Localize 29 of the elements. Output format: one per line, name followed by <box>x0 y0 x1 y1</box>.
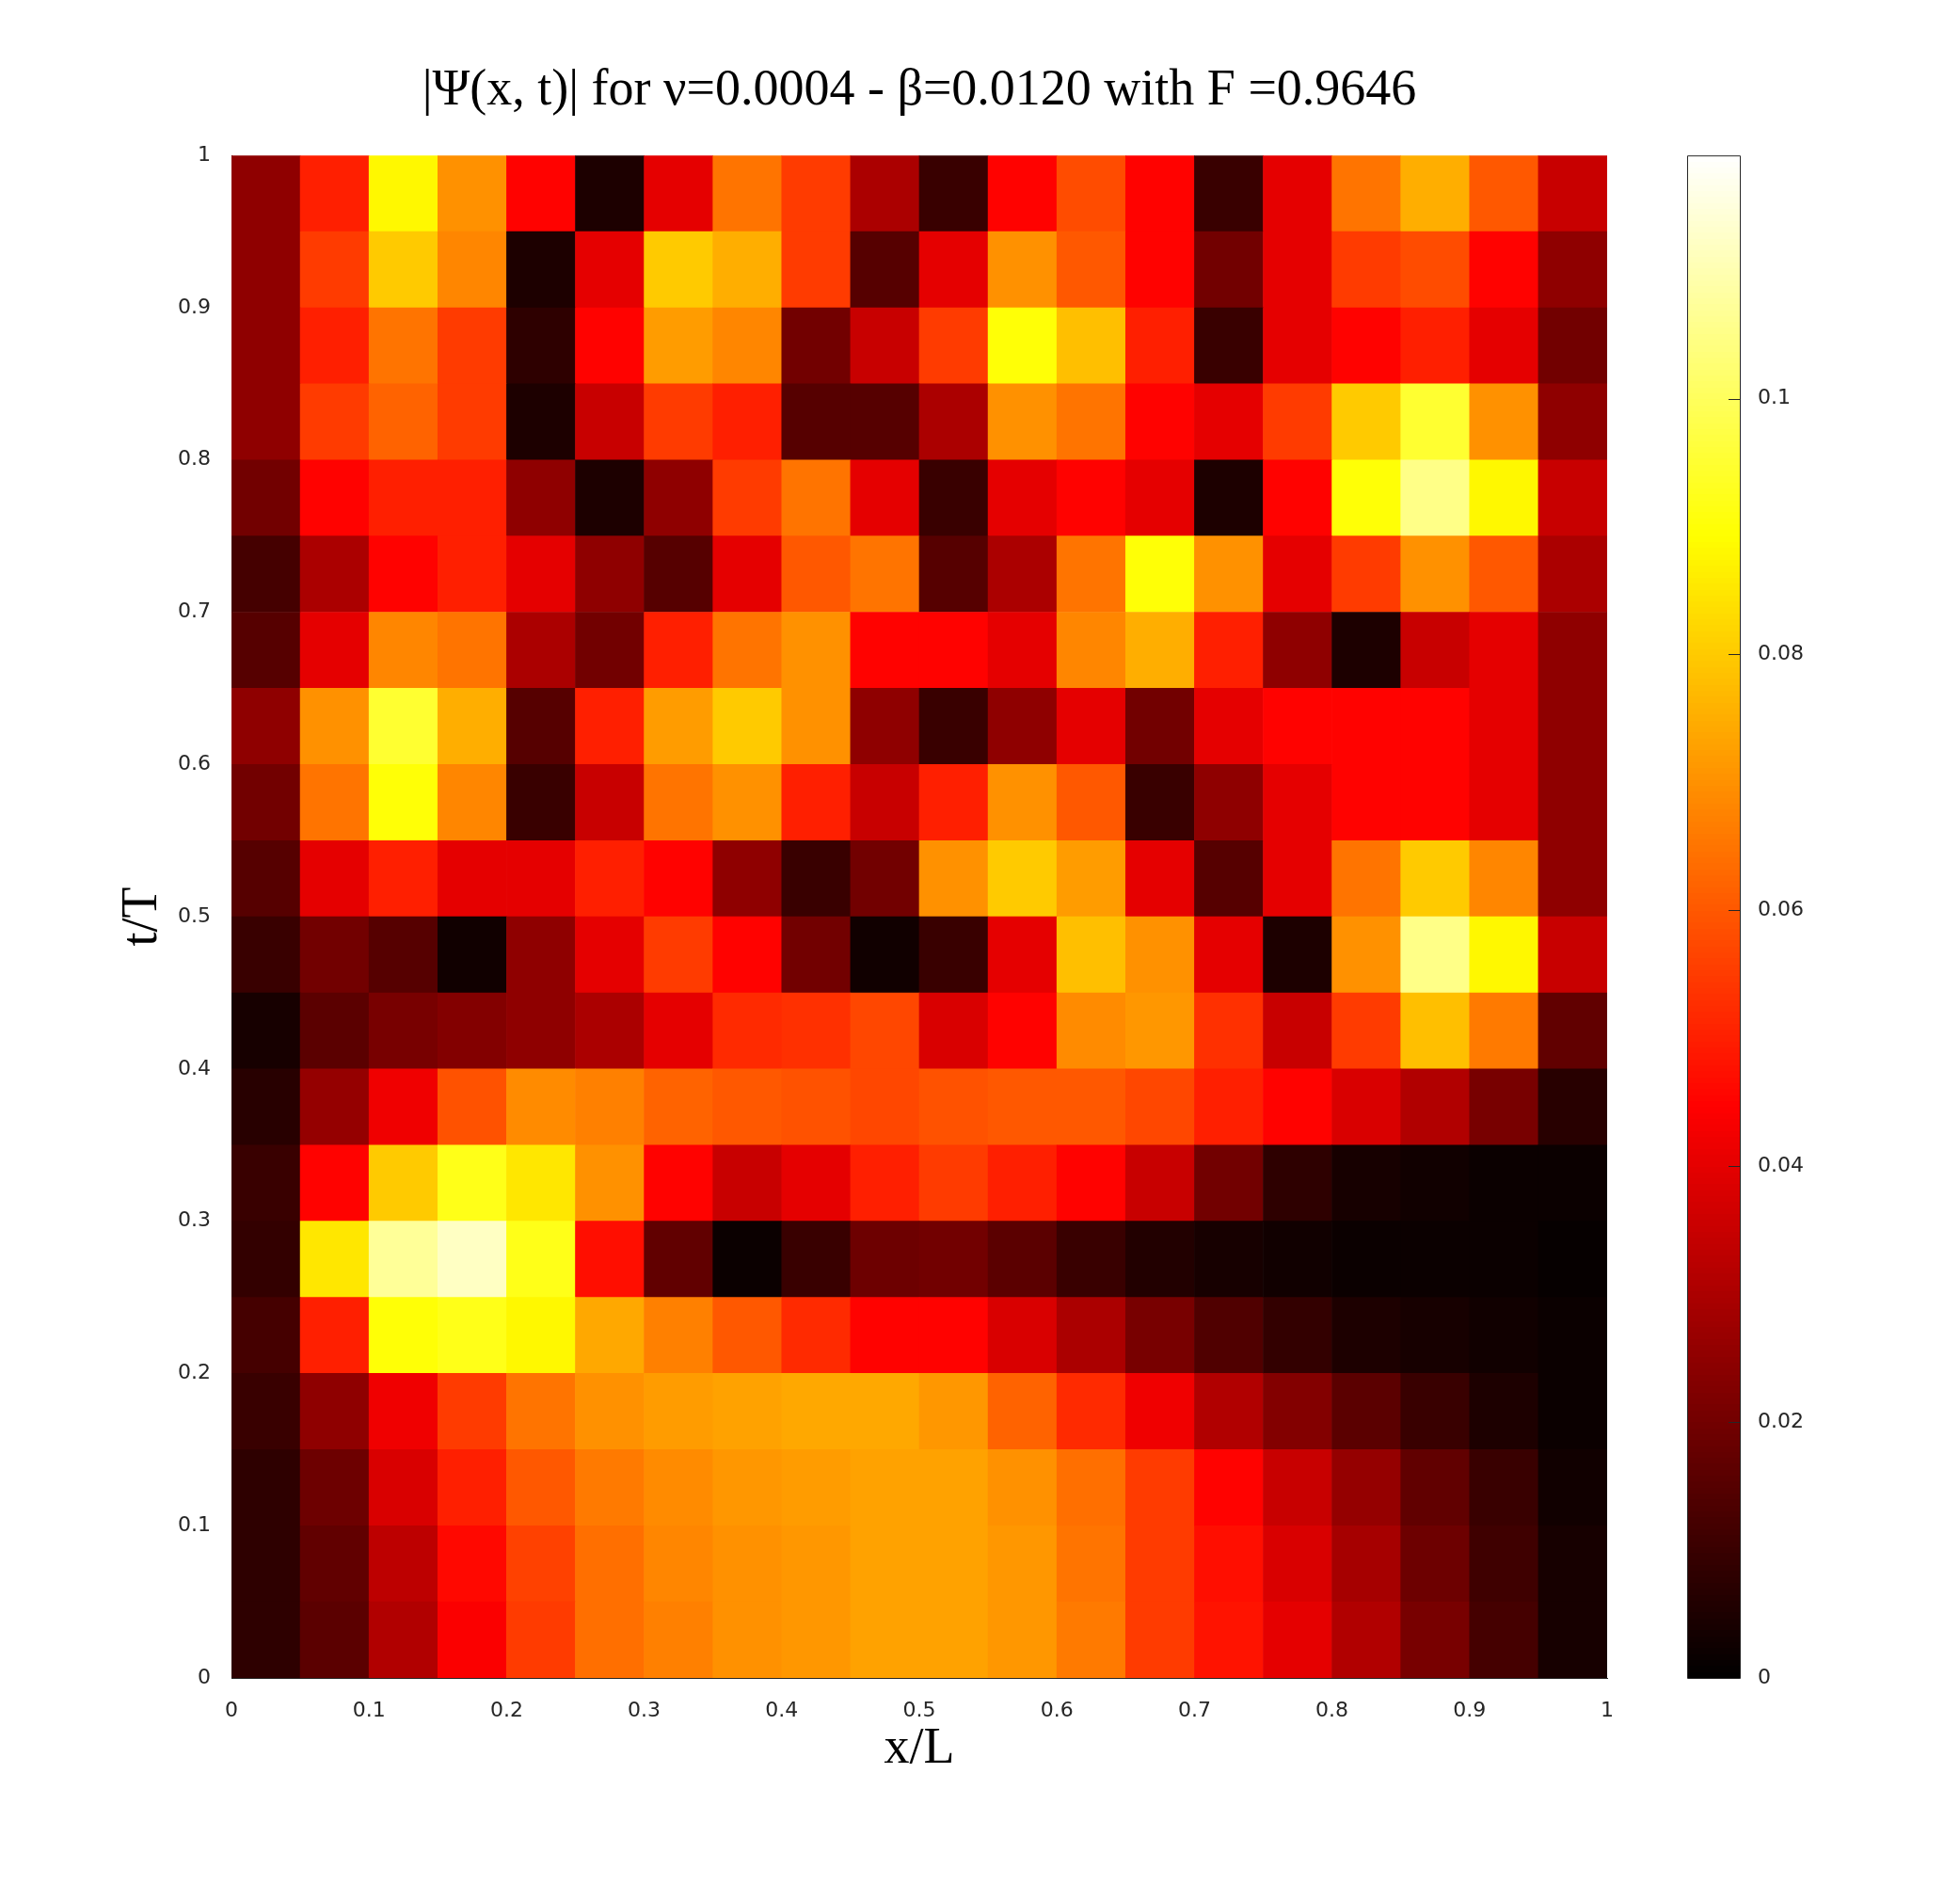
color-bar-label: 0.02 <box>1758 1408 1804 1432</box>
x-tick-label: 0.2 <box>489 1697 523 1721</box>
color-bar-label: 0.08 <box>1758 641 1804 665</box>
y-tick-label: 0.2 <box>178 1360 211 1384</box>
y-tick-label: 0.3 <box>178 1207 211 1232</box>
x-tick-label: 0.3 <box>628 1697 661 1721</box>
x-tick-label: 0.4 <box>765 1697 799 1721</box>
x-tick-label: 0.6 <box>1040 1697 1074 1721</box>
x-tick-label: 0.7 <box>1177 1697 1211 1721</box>
x-tick-label: 0 <box>225 1697 238 1721</box>
color-bar-label: 0.1 <box>1758 385 1791 409</box>
y-axis-title: t/T <box>110 887 167 947</box>
color-bar-label: 0 <box>1758 1664 1771 1688</box>
x-tick-label: 0.8 <box>1315 1697 1349 1721</box>
y-tick-label: 0.6 <box>178 751 211 775</box>
y-tick-label: 0.1 <box>178 1511 211 1536</box>
x-tick-label: 0.9 <box>1453 1697 1487 1721</box>
y-tick-label: 1 <box>198 141 211 166</box>
y-tick-label: 0.8 <box>178 446 211 471</box>
x-tick-label: 0.1 <box>352 1697 386 1721</box>
y-tick-label: 0.4 <box>178 1055 211 1079</box>
y-tick-label: 0.5 <box>178 903 211 927</box>
y-tick-label: 0 <box>198 1664 211 1688</box>
y-tick-label: 0.9 <box>178 294 211 318</box>
color-bar-label: 0.04 <box>1758 1152 1804 1176</box>
chart-title: |Ψ(x, t)| for ν=0.0004 - β=0.0120 with F =0.9646 <box>422 59 1417 117</box>
y-tick-label: 0.7 <box>178 599 211 623</box>
color-bar-label: 0.06 <box>1758 897 1804 921</box>
x-tick-label: 1 <box>1601 1697 1614 1721</box>
